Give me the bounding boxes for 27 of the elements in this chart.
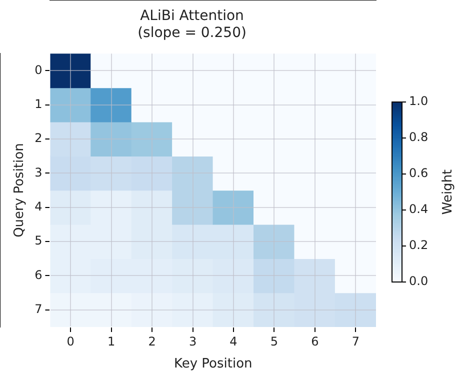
y-tick-label: 2 xyxy=(34,131,42,146)
color-bar-label: 0.2 xyxy=(409,238,428,252)
color-bar-label: 0.4 xyxy=(409,202,428,216)
x-tick-label: 1 xyxy=(107,334,116,348)
chart-title: ALiBi Attention xyxy=(140,8,244,24)
chart-subtitle: (slope = 0.250) xyxy=(138,24,246,41)
x-tick-label: 3 xyxy=(188,334,197,348)
y-axis-title: Query Position xyxy=(12,143,28,238)
x-tick-label: 4 xyxy=(230,334,238,348)
color-bar-label: 1.0 xyxy=(409,94,428,108)
y-tick-label: 0 xyxy=(34,62,42,77)
x-tick-label: 0 xyxy=(66,334,74,348)
y-tick-label: 3 xyxy=(34,165,42,180)
color-bar-label: 0.6 xyxy=(409,166,428,180)
color-bar-label: 0.0 xyxy=(409,274,428,288)
y-tick-label: 7 xyxy=(34,302,42,316)
x-tick-label: 5 xyxy=(270,334,278,348)
y-tick-label: 1 xyxy=(34,96,42,111)
x-tick-label: 6 xyxy=(311,334,319,348)
y-tick-label: 5 xyxy=(34,234,42,248)
color-bar-label: 0.8 xyxy=(409,130,428,144)
y-tick-label: 6 xyxy=(34,268,42,282)
color-bar-title: Weight xyxy=(440,169,456,215)
x-axis-title: Key Position xyxy=(174,356,252,372)
x-tick-label: 2 xyxy=(148,334,156,348)
x-tick-label: 7 xyxy=(352,334,360,348)
y-tick-label: 4 xyxy=(34,200,42,214)
